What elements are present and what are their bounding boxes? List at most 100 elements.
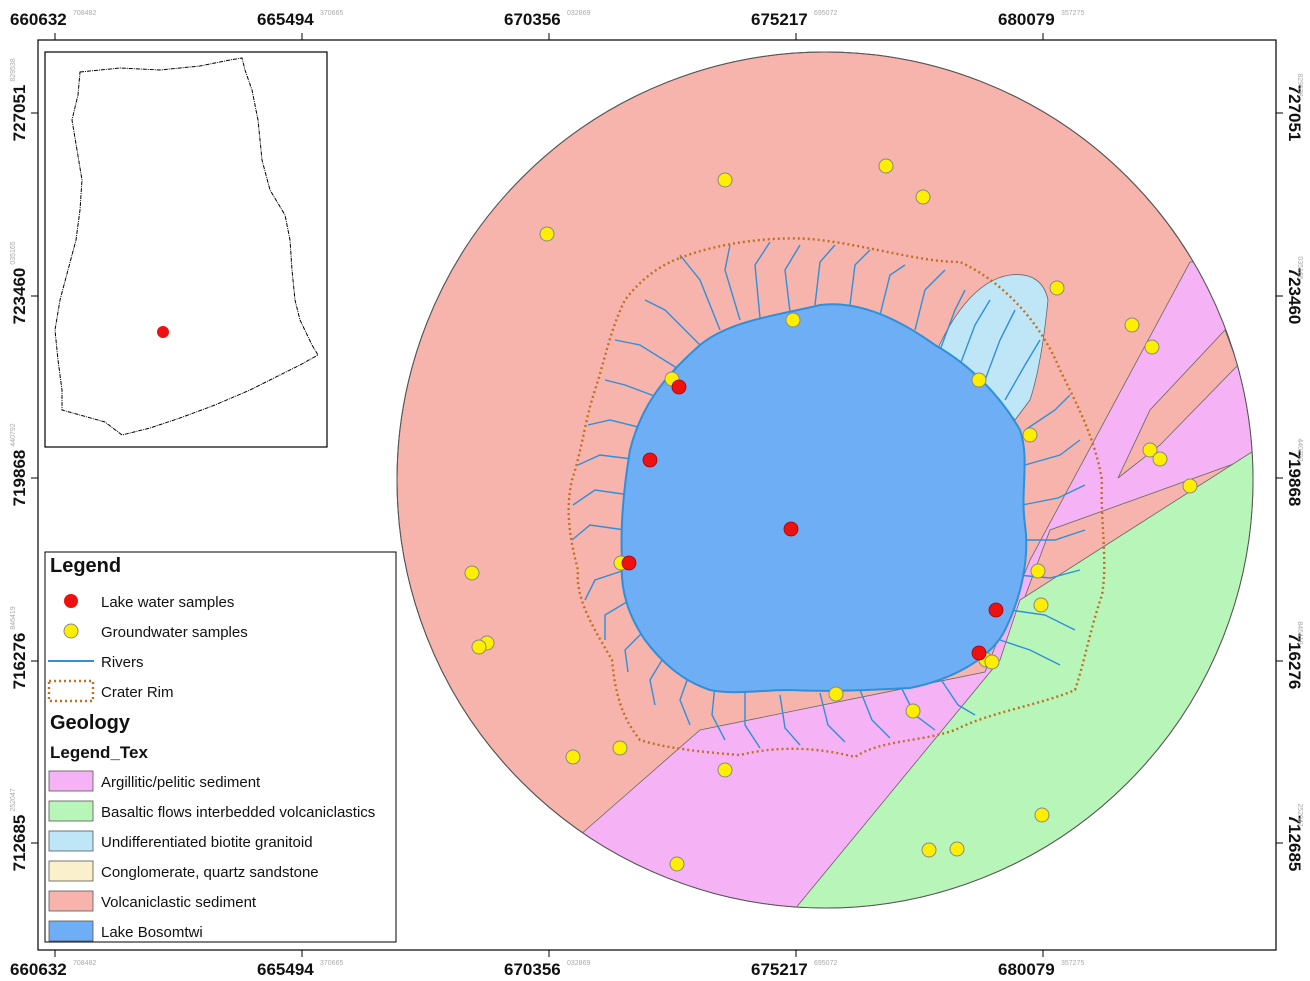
- y-tick-sublabel: 440792: [1296, 438, 1303, 461]
- lake-water-sample[interactable]: [642, 452, 658, 468]
- groundwater-sample[interactable]: [1182, 478, 1198, 494]
- river-segment: [1017, 569, 1081, 579]
- river-segment: [859, 689, 891, 739]
- lake-water-sample[interactable]: [988, 602, 1004, 618]
- legend-symbol-groundwater: [63, 623, 79, 639]
- river-segment: [784, 244, 801, 313]
- groundwater-sample[interactable]: [1030, 563, 1046, 579]
- river-segment: [572, 489, 631, 506]
- groundwater-sample[interactable]: [785, 312, 801, 328]
- y-tick-label: 716276: [1285, 633, 1304, 690]
- y-tick-label: 719868: [1285, 450, 1304, 507]
- groundwater-sample[interactable]: [1124, 317, 1140, 333]
- legend-swatch-argillitic: [48, 770, 94, 792]
- groundwater-sample[interactable]: [971, 372, 987, 388]
- river-segment: [914, 269, 946, 331]
- legend-symbol-crater-rim: [47, 679, 95, 703]
- legend-symbol-lake-water: [64, 594, 78, 608]
- groundwater-sample[interactable]: [612, 740, 628, 756]
- river-segment: [814, 244, 836, 306]
- y-tick-label: 727051: [10, 85, 29, 142]
- legend-label: Rivers: [101, 654, 144, 671]
- groundwater-sample[interactable]: [565, 749, 581, 765]
- lake-water-sample[interactable]: [971, 645, 987, 661]
- river-segment: [1009, 609, 1076, 631]
- river-segment: [754, 241, 771, 319]
- river-segment: [879, 264, 906, 316]
- study-location-marker: [157, 326, 169, 338]
- groundwater-sample[interactable]: [984, 654, 1000, 670]
- groundwater-sample[interactable]: [878, 158, 894, 174]
- geology-subtitle: Legend_Tex: [50, 743, 148, 762]
- groundwater-sample[interactable]: [539, 226, 555, 242]
- legend-swatch-basaltic: [48, 800, 94, 822]
- x-tick-label: 675217: [751, 10, 808, 29]
- groundwater-sample[interactable]: [464, 565, 480, 581]
- groundwater-sample[interactable]: [669, 856, 685, 872]
- legend-swatch-lake: [48, 920, 94, 942]
- groundwater-sample[interactable]: [828, 686, 844, 702]
- groundwater-sample[interactable]: [915, 189, 931, 205]
- river-segment: [679, 254, 721, 331]
- legend-label: Crater Rim: [101, 684, 174, 701]
- river-segment: [1020, 529, 1086, 541]
- groundwater-sample[interactable]: [1152, 451, 1168, 467]
- river-segment: [939, 289, 966, 351]
- river-segment: [819, 692, 846, 743]
- groundwater-sample[interactable]: [905, 703, 921, 719]
- groundwater-sample[interactable]: [1142, 442, 1158, 458]
- x-tick-sublabel: 695072: [814, 10, 837, 17]
- x-tick-sublabel: 708482: [73, 960, 96, 967]
- lake-water-sample[interactable]: [621, 555, 637, 571]
- groundwater-sample[interactable]: [1144, 339, 1160, 355]
- tick-marks: [31, 33, 1283, 957]
- groundwater-sample[interactable]: [1034, 807, 1050, 823]
- river-segment: [624, 629, 646, 673]
- x-tick-label: 670356: [504, 960, 561, 979]
- lake-water-sample[interactable]: [671, 379, 687, 395]
- legend-label: Undifferentiated biotite granitoid: [101, 834, 313, 851]
- legend-label: Conglomerate, quartz sandstone: [101, 864, 319, 881]
- groundwater-sample[interactable]: [949, 841, 965, 857]
- country-outline: [54, 57, 319, 436]
- legend-label: Lake Bosomtwi: [101, 924, 203, 941]
- river-segment: [1021, 484, 1086, 506]
- x-tick-label: 680079: [998, 960, 1055, 979]
- y-tick-sublabel: 440792: [10, 423, 17, 446]
- legend-label: Basaltic flows interbedded volcaniclasti…: [101, 804, 375, 821]
- river-segment: [984, 309, 1016, 381]
- x-tick-sublabel: 370665: [320, 960, 343, 967]
- inset-frame: [44, 51, 328, 448]
- legend-box: [44, 551, 397, 943]
- x-tick-label: 665494: [257, 960, 314, 979]
- legend-label: Groundwater samples: [101, 624, 248, 641]
- y-tick-sublabel: 252047: [1296, 803, 1303, 826]
- groundwater-sample[interactable]: [1033, 597, 1049, 613]
- groundwater-sample[interactable]: [921, 842, 937, 858]
- river-segment: [1024, 439, 1081, 466]
- lake-water-sample[interactable]: [783, 521, 799, 537]
- y-tick-sublabel: 846419: [1296, 621, 1303, 644]
- x-tick-label: 675217: [751, 960, 808, 979]
- argillitic-zone: [579, 261, 1253, 908]
- river-segment: [604, 379, 666, 401]
- groundwater-sample[interactable]: [717, 762, 733, 778]
- river-segment: [1024, 394, 1071, 431]
- river-segment: [939, 677, 976, 716]
- groundwater-sample[interactable]: [1022, 427, 1038, 443]
- x-tick-sublabel: 032869: [567, 10, 590, 17]
- river-segment: [959, 299, 991, 366]
- river-segment: [849, 249, 871, 306]
- legend-swatch-conglomerate: [48, 860, 94, 882]
- y-tick-label: 716276: [10, 633, 29, 690]
- groundwater-sample[interactable]: [471, 639, 487, 655]
- y-tick-sublabel: 252047: [10, 788, 17, 811]
- y-tick-label: 727051: [1285, 85, 1304, 142]
- groundwater-sample[interactable]: [717, 172, 733, 188]
- river-segment: [571, 524, 626, 541]
- legend-label: Lake water samples: [101, 594, 234, 611]
- groundwater-sample[interactable]: [1049, 280, 1065, 296]
- legend-label: Argillitic/pelitic sediment: [101, 774, 261, 791]
- x-tick-label: 680079: [998, 10, 1055, 29]
